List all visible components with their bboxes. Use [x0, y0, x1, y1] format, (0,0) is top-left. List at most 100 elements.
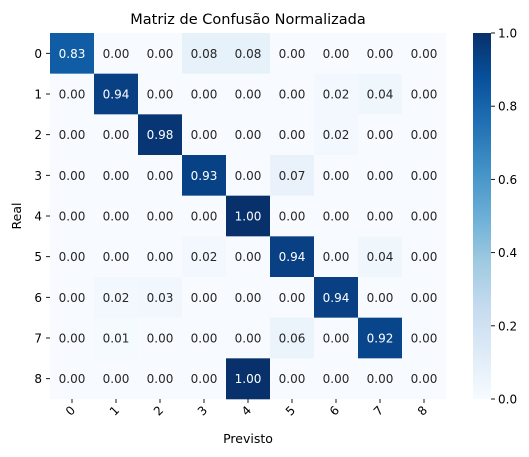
heatmap-cell-4-8 — [402, 195, 447, 237]
cell-value-5-7: 0.04 — [367, 250, 394, 264]
cell-value-6-6: 0.94 — [323, 291, 350, 305]
x-tick-label-8: 8 — [415, 403, 430, 418]
heatmap-cell-8-4 — [226, 358, 271, 400]
heatmap-cell-4-3 — [182, 195, 227, 237]
cell-value-4-2: 0.00 — [147, 210, 174, 224]
colorbar-tick-label-4: 0.8 — [498, 100, 517, 114]
cell-value-7-8: 0.00 — [411, 332, 438, 346]
cell-value-3-7: 0.00 — [367, 169, 394, 183]
heatmap-cell-6-7 — [358, 277, 403, 318]
heatmap-cell-6-1 — [94, 277, 139, 318]
heatmap-cell-0-3 — [182, 33, 227, 74]
heatmap-cell-6-3 — [182, 277, 227, 318]
cell-value-3-6: 0.00 — [323, 169, 350, 183]
heatmap-cell-1-0 — [50, 73, 95, 115]
cell-value-4-5: 0.00 — [279, 210, 306, 224]
cell-value-1-8: 0.00 — [411, 88, 438, 102]
heatmap-cell-6-6 — [314, 277, 359, 318]
cell-value-7-6: 0.00 — [323, 332, 350, 346]
cell-value-3-4: 0.00 — [235, 169, 262, 183]
heatmap-cell-3-8 — [402, 155, 447, 196]
cell-value-0-8: 0.00 — [411, 47, 438, 61]
heatmap-cell-labels: 0.83 0.00 0.00 0.08 0.08 0.00 0.00 0.00 0.00 0.00… — [59, 47, 438, 386]
colorbar-tick-label-5: 1.0 — [498, 27, 517, 41]
x-tick-label-4: 4 — [239, 403, 254, 418]
cell-value-4-7: 0.00 — [367, 210, 394, 224]
cell-value-1-3: 0.00 — [191, 88, 218, 102]
cell-value-3-1: 0.00 — [103, 169, 130, 183]
colorbar-tick-label-0: 0.0 — [498, 393, 517, 407]
cell-value-7-3: 0.00 — [191, 332, 218, 346]
cell-value-5-3: 0.02 — [191, 250, 218, 264]
cell-value-1-4: 0.00 — [235, 88, 262, 102]
heatmap-cell-2-4 — [226, 114, 271, 156]
heatmap-cell-3-3 — [182, 155, 227, 196]
cell-value-4-0: 0.00 — [59, 210, 86, 224]
cell-value-7-0: 0.00 — [59, 332, 86, 346]
cell-value-3-5: 0.07 — [279, 169, 306, 183]
cell-value-3-0: 0.00 — [59, 169, 86, 183]
heatmap-cell-3-1 — [94, 155, 139, 196]
heatmap-cell-0-2 — [138, 33, 183, 74]
cell-value-0-3: 0.08 — [191, 47, 218, 61]
colorbar-tick-label-1: 0.2 — [498, 319, 517, 333]
cell-value-8-8: 0.00 — [411, 372, 438, 386]
cell-value-0-7: 0.00 — [367, 47, 394, 61]
heatmap-cell-0-0 — [50, 33, 95, 74]
cell-value-8-4: 1.00 — [235, 372, 262, 386]
cell-value-2-8: 0.00 — [411, 128, 438, 142]
cell-value-4-8: 0.00 — [411, 210, 438, 224]
cell-value-2-4: 0.00 — [235, 128, 262, 142]
heatmap-cell-6-2 — [138, 277, 183, 318]
cell-value-5-4: 0.00 — [235, 250, 262, 264]
cell-value-7-4: 0.00 — [235, 332, 262, 346]
cell-value-4-6: 0.00 — [323, 210, 350, 224]
cell-value-5-5: 0.94 — [279, 250, 306, 264]
heatmap-cell-4-0 — [50, 195, 95, 237]
heatmap-cell-0-5 — [270, 33, 315, 74]
heatmap-cell-1-7 — [358, 73, 403, 115]
cell-value-0-2: 0.00 — [147, 47, 174, 61]
y-tick-label-4: 4 — [34, 210, 42, 224]
heatmap-cell-7-4 — [226, 317, 271, 359]
heatmap-cell-6-4 — [226, 277, 271, 318]
cell-value-4-4: 1.00 — [235, 210, 262, 224]
cell-value-7-5: 0.06 — [279, 332, 306, 346]
heatmap-cell-7-3 — [182, 317, 227, 359]
y-tick-label-7: 7 — [34, 332, 42, 346]
cell-value-3-3: 0.93 — [191, 169, 218, 183]
heatmap-cells — [50, 33, 447, 400]
heatmap-cell-1-1 — [94, 73, 139, 115]
cell-value-0-1: 0.00 — [103, 47, 130, 61]
heatmap-cell-8-5 — [270, 358, 315, 400]
heatmap-cell-4-1 — [94, 195, 139, 237]
cell-value-1-0: 0.00 — [59, 88, 86, 102]
heatmap-cell-7-7 — [358, 317, 403, 359]
cell-value-7-1: 0.01 — [103, 332, 130, 346]
heatmap-cell-3-0 — [50, 155, 95, 196]
heatmap-cell-3-6 — [314, 155, 359, 196]
cell-value-2-3: 0.00 — [191, 128, 218, 142]
cell-value-6-1: 0.02 — [103, 291, 130, 305]
cell-value-5-8: 0.00 — [411, 250, 438, 264]
cell-value-1-7: 0.04 — [367, 88, 394, 102]
heatmap-cell-0-1 — [94, 33, 139, 74]
heatmap-cell-8-2 — [138, 358, 183, 400]
colorbar-ticks: 0.0 0.2 0.4 0.6 0.8 1.0 — [491, 27, 517, 407]
heatmap-cell-3-5 — [270, 155, 315, 196]
y-tick-label-5: 5 — [34, 250, 42, 264]
heatmap-cell-2-5 — [270, 114, 315, 156]
cell-value-0-4: 0.08 — [235, 47, 262, 61]
cell-value-2-5: 0.00 — [279, 128, 306, 142]
heatmap-cell-4-2 — [138, 195, 183, 237]
cell-value-6-8: 0.00 — [411, 291, 438, 305]
heatmap-cell-5-7 — [358, 236, 403, 278]
heatmap-cell-8-1 — [94, 358, 139, 400]
cell-value-8-7: 0.00 — [367, 372, 394, 386]
heatmap-cell-2-3 — [182, 114, 227, 156]
heatmap-cell-2-6 — [314, 114, 359, 156]
cell-value-1-6: 0.02 — [323, 88, 350, 102]
cell-value-1-2: 0.00 — [147, 88, 174, 102]
heatmap-cell-2-8 — [402, 114, 447, 156]
cell-value-0-0: 0.83 — [59, 47, 86, 61]
